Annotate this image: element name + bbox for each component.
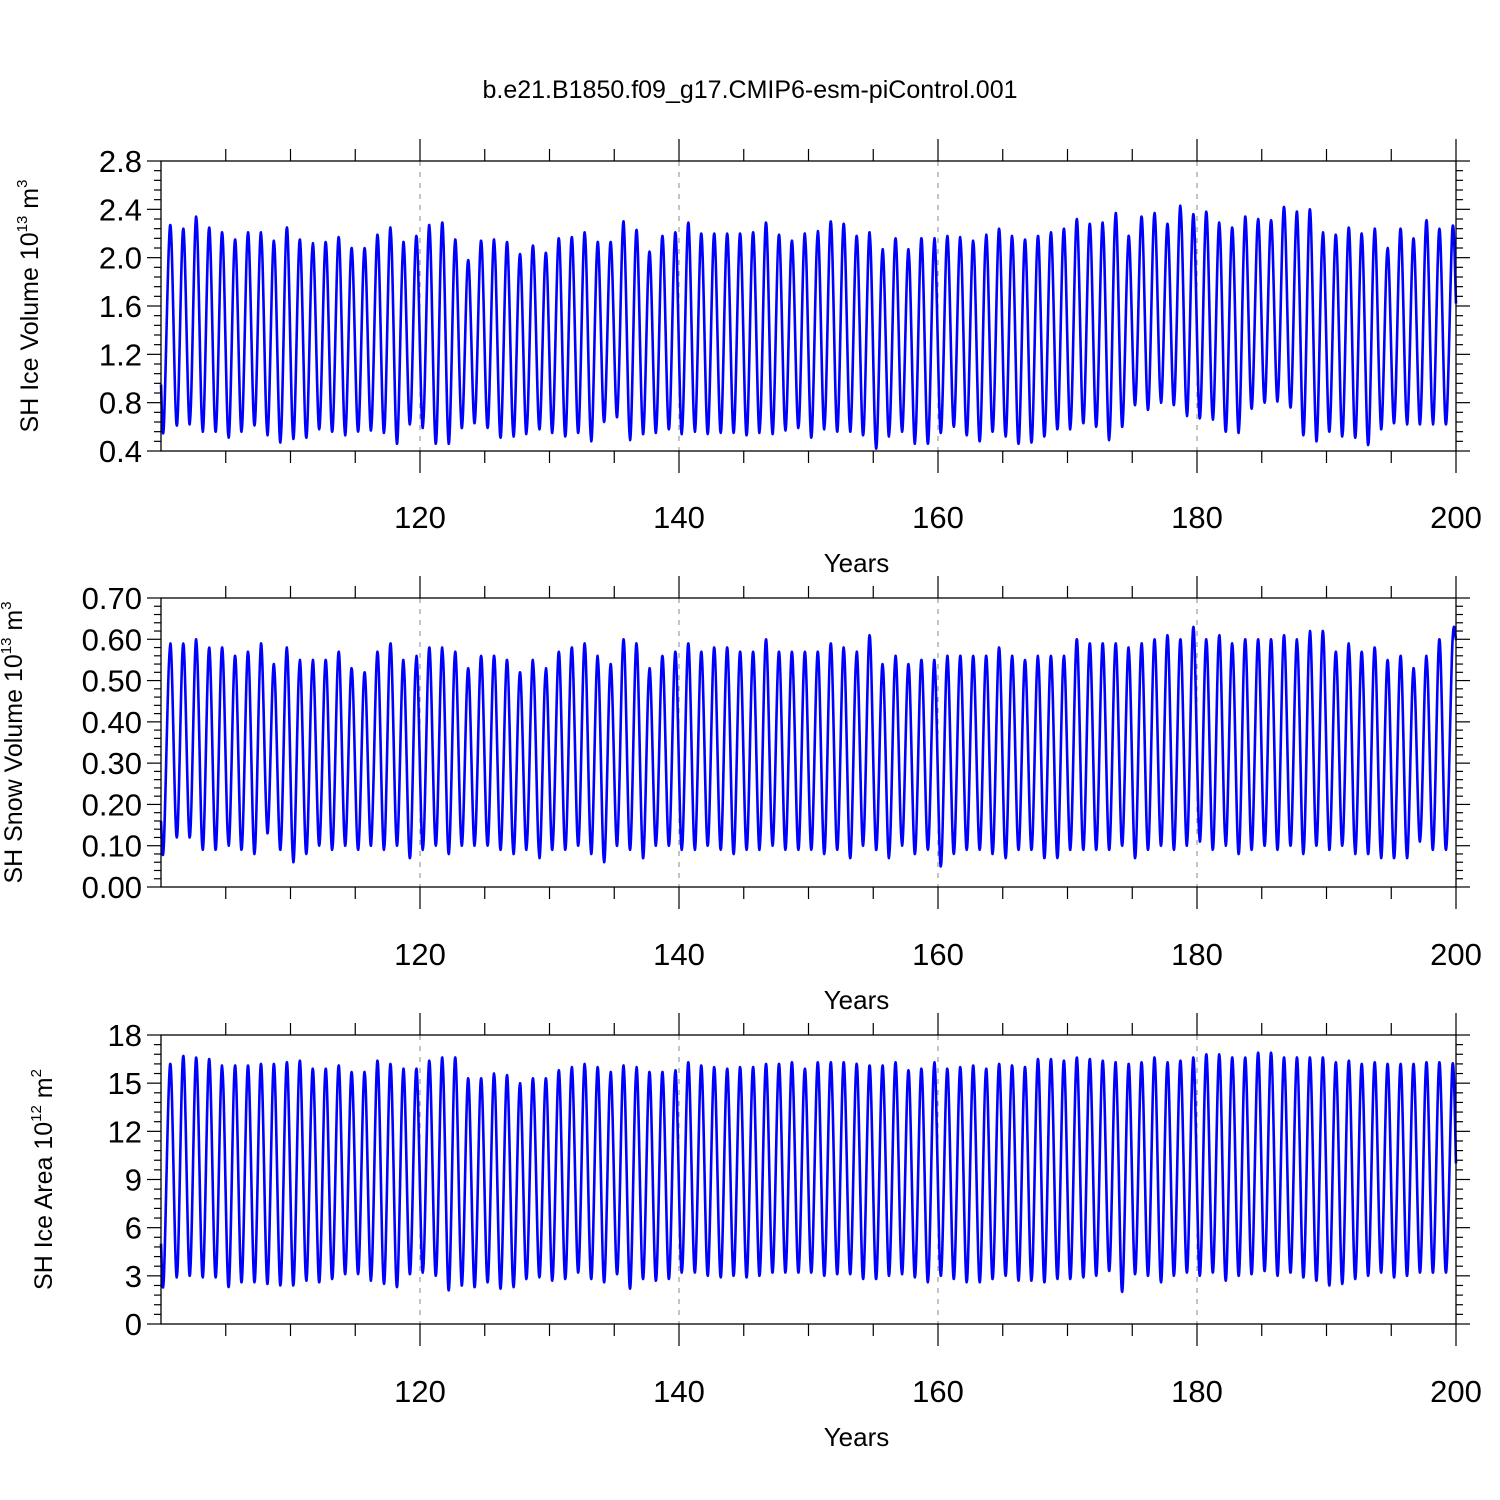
y-tick-label: 0.30: [82, 746, 142, 781]
y-axis-label-text: SH Ice Area 10: [30, 1122, 58, 1290]
x-tick-label: 140: [653, 937, 705, 972]
y-axis-label-text: SH Snow Volume 10: [0, 654, 28, 883]
y-tick-label: 0.00: [82, 870, 142, 905]
x-tick-label: 120: [394, 1374, 446, 1409]
y-tick-label: 0.60: [82, 622, 142, 657]
x-tick-label: 180: [1171, 937, 1223, 972]
y-tick-label: 0.10: [82, 829, 142, 864]
y-tick-label: 0.20: [82, 787, 142, 822]
y-tick-label: 2.8: [99, 144, 142, 179]
data-series-line: [159, 625, 1458, 868]
y-axis-label-text: m: [0, 610, 28, 638]
y-tick-label: 2.0: [99, 241, 142, 276]
x-tick-label: 160: [912, 500, 964, 535]
chart-panels: 120 140 160 180 200Years0.40.81.21.62.02.42.…: [0, 139, 1482, 1452]
x-tick-label: 200: [1430, 500, 1482, 535]
figure-title: b.e21.B1850.f09_g17.CMIP6-esm-piControl.…: [482, 76, 1017, 104]
data-series-line: [159, 204, 1458, 450]
chart-panel-3: 120 140 160 180 200 Years 0 3 6 9 12 15 18 SH Ice Are…: [28, 1013, 1482, 1452]
x-tick-label: 180: [1171, 500, 1223, 535]
x-tick-label: 160: [912, 937, 964, 972]
y-tick-label: 18: [108, 1018, 142, 1053]
y-axis-label-superscript: 3: [14, 180, 31, 188]
chart-panel-1: 120 140 160 180 200 Years 0.4 0.8 1.2 1.6 2.0 2.4 2.…: [14, 139, 1482, 578]
x-axis-label: Years: [824, 1422, 890, 1452]
x-tick-label: 160: [912, 1374, 964, 1409]
y-axis-label: SH Ice Volume 1013 m3: [14, 180, 44, 433]
y-tick-label: 0.4: [99, 434, 142, 469]
y-axis-label-text: m: [16, 188, 44, 216]
y-axis-label-superscript: 3: [0, 601, 15, 609]
y-tick-label: 0: [125, 1307, 142, 1342]
y-tick-label: 1.2: [99, 337, 142, 372]
y-tick-label: 2.4: [99, 192, 142, 227]
y-axis-label-superscript: 2: [28, 1069, 45, 1077]
y-axis-label-text: SH Ice Volume 10: [16, 232, 44, 432]
y-tick-label: 12: [108, 1114, 142, 1149]
y-tick-label: 6: [125, 1211, 142, 1246]
y-axis-label: SH Snow Volume 1013 m3: [0, 601, 28, 883]
y-axis-label-superscript: 13: [0, 638, 15, 655]
x-tick-label: 140: [653, 1374, 705, 1409]
y-tick-label: 1.6: [99, 289, 142, 324]
y-axis-label-text: m: [30, 1077, 58, 1105]
x-axis-label: Years: [824, 548, 890, 578]
x-tick-label: 180: [1171, 1374, 1223, 1409]
x-axis-label: Years: [824, 985, 890, 1015]
y-tick-label: 0.50: [82, 664, 142, 699]
x-tick-label: 120: [394, 937, 446, 972]
y-tick-label: 15: [108, 1066, 142, 1101]
x-tick-label: 200: [1430, 937, 1482, 972]
y-tick-label: 0.70: [82, 581, 142, 616]
chart-panel-2: 120 140 160 180 200 Years 0.00 0.10 0.20 0.30 0.40…: [0, 576, 1482, 1015]
x-tick-label: 200: [1430, 1374, 1482, 1409]
y-axis-label-superscript: 12: [28, 1105, 45, 1122]
x-tick-label: 140: [653, 500, 705, 535]
x-tick-label: 120: [394, 500, 446, 535]
y-tick-label: 3: [125, 1259, 142, 1294]
y-tick-label: 0.40: [82, 705, 142, 740]
y-axis-label-superscript: 13: [14, 216, 31, 233]
y-axis-label: SH Ice Area 1012 m2: [28, 1069, 58, 1290]
y-tick-label: 9: [125, 1163, 142, 1198]
data-series-line: [159, 1051, 1458, 1294]
y-tick-label: 0.8: [99, 386, 142, 421]
